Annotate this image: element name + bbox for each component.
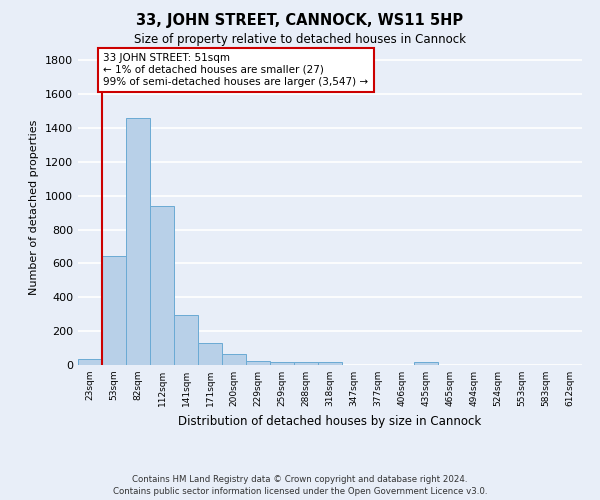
Bar	[150, 206, 174, 365]
Bar	[270, 362, 294, 365]
Bar	[78, 359, 102, 365]
Bar	[198, 343, 222, 365]
Bar	[246, 361, 270, 365]
Text: Size of property relative to detached houses in Cannock: Size of property relative to detached ho…	[134, 32, 466, 46]
Y-axis label: Number of detached properties: Number of detached properties	[29, 120, 40, 295]
X-axis label: Distribution of detached houses by size in Cannock: Distribution of detached houses by size …	[178, 414, 482, 428]
Bar	[318, 362, 342, 365]
Text: Contains HM Land Registry data © Crown copyright and database right 2024.
Contai: Contains HM Land Registry data © Crown c…	[113, 474, 487, 496]
Bar	[294, 362, 318, 365]
Bar	[414, 362, 438, 365]
Bar	[222, 354, 246, 365]
Text: 33, JOHN STREET, CANNOCK, WS11 5HP: 33, JOHN STREET, CANNOCK, WS11 5HP	[136, 12, 464, 28]
Text: 33 JOHN STREET: 51sqm
← 1% of detached houses are smaller (27)
99% of semi-detac: 33 JOHN STREET: 51sqm ← 1% of detached h…	[103, 54, 368, 86]
Bar	[174, 315, 198, 365]
Bar	[126, 118, 150, 365]
Bar	[102, 256, 126, 365]
